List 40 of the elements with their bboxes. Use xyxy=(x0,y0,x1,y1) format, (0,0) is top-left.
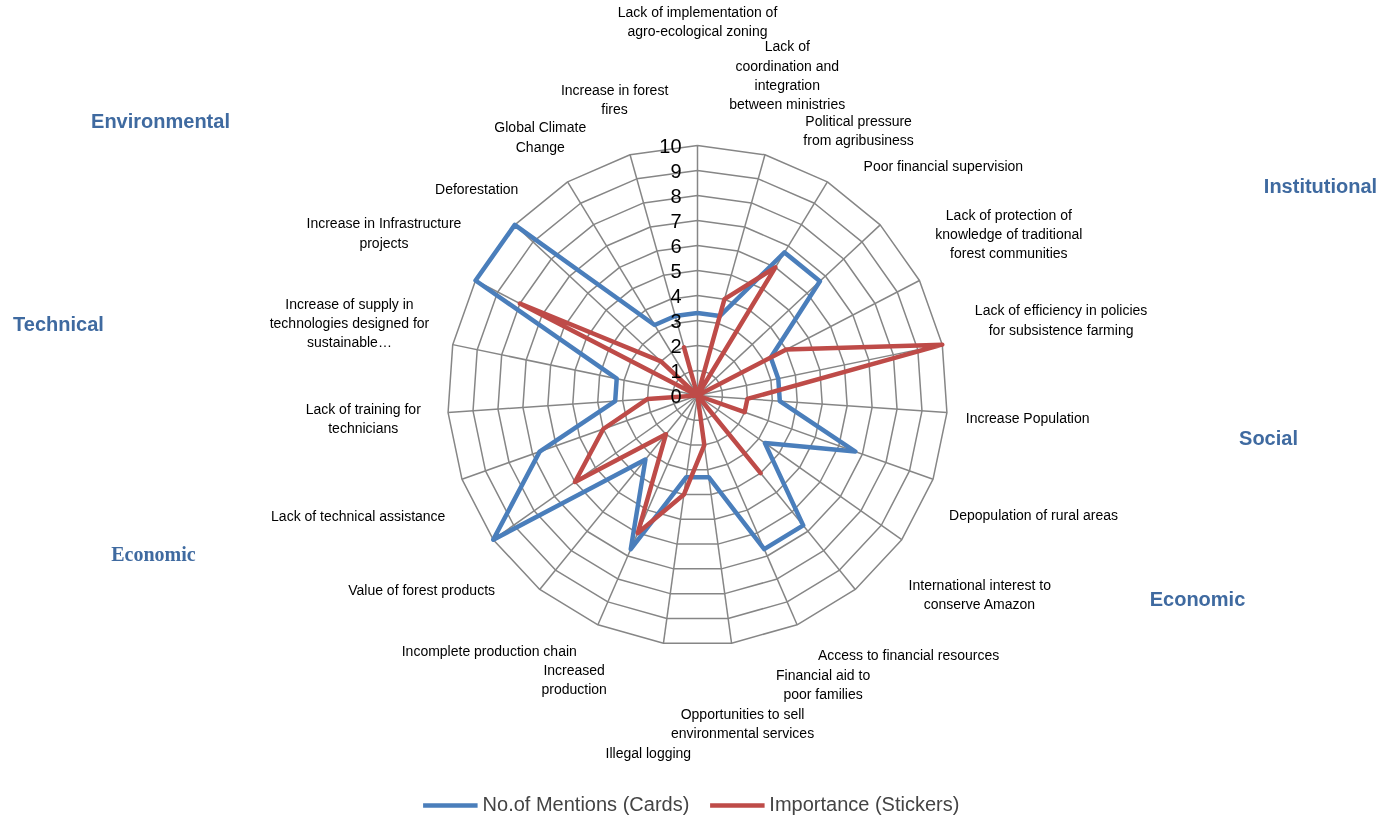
spoke-label: Increase Population xyxy=(965,410,1090,427)
spoke-label: Increased production xyxy=(541,661,607,698)
y-tick-label: 9 xyxy=(670,159,682,182)
legend-label: No.of Mentions (Cards) xyxy=(482,793,690,816)
text: Environmental xyxy=(91,109,230,132)
spoke-label: Increase in forest fires xyxy=(560,81,669,118)
y-tick-label: 3 xyxy=(670,309,682,332)
spoke-label: Access to financial resources xyxy=(817,646,1000,663)
y-tick-label: 10 xyxy=(659,134,682,157)
text: Economic xyxy=(1149,587,1246,610)
text: Social xyxy=(1239,426,1298,449)
text: Economic xyxy=(111,542,196,565)
y-tick-label: 4 xyxy=(670,284,682,307)
spoke-label: Lack of technical assistance xyxy=(271,508,446,525)
spoke-label: Deforestation xyxy=(435,181,519,198)
spoke-label: Lack of training for technicians xyxy=(305,400,422,436)
spoke-label: Lack of implementation of agro-ecological zoning xyxy=(617,3,778,40)
y-tick-label: 7 xyxy=(670,209,682,232)
y-tick-label: 8 xyxy=(670,184,682,207)
spoke-label: Political pressure from agribusiness xyxy=(803,112,914,149)
spoke-label: Illegal logging xyxy=(605,745,692,762)
spoke-label: Lack of efficiency in policies for subsistence farming xyxy=(974,302,1148,338)
spoke-label: Lack of protection of knowledge of traditional forest communities xyxy=(935,206,1083,262)
y-tick-label: 5 xyxy=(670,259,682,282)
legend-label: Importance (Stickers) xyxy=(769,793,960,816)
spoke-label: Increase of supply in technologies designed for sustainable… xyxy=(269,295,430,351)
y-tick-label: 6 xyxy=(670,234,682,257)
text: Technical xyxy=(13,312,104,335)
spoke-label: Financial aid to poor families xyxy=(776,667,871,703)
spoke-label: Incomplete production chain xyxy=(401,643,577,660)
spoke-label: Depopulation of rural areas xyxy=(949,506,1119,523)
spoke-label: Lack of coordination and integration between ministries xyxy=(729,38,846,112)
y-tick-label: 2 xyxy=(670,334,682,357)
text: Institutional xyxy=(1263,174,1378,197)
spoke-label: Increase in Infrastructure projects xyxy=(306,215,462,251)
spoke-label: Global Climate Change xyxy=(494,119,587,155)
spoke-label: International interest to conserve Amazon xyxy=(908,577,1052,613)
spoke-label: Poor financial supervision xyxy=(863,157,1024,174)
spoke-label: Opportunities to sell environmental services xyxy=(670,705,815,741)
spoke-label: Value of forest products xyxy=(348,582,496,599)
